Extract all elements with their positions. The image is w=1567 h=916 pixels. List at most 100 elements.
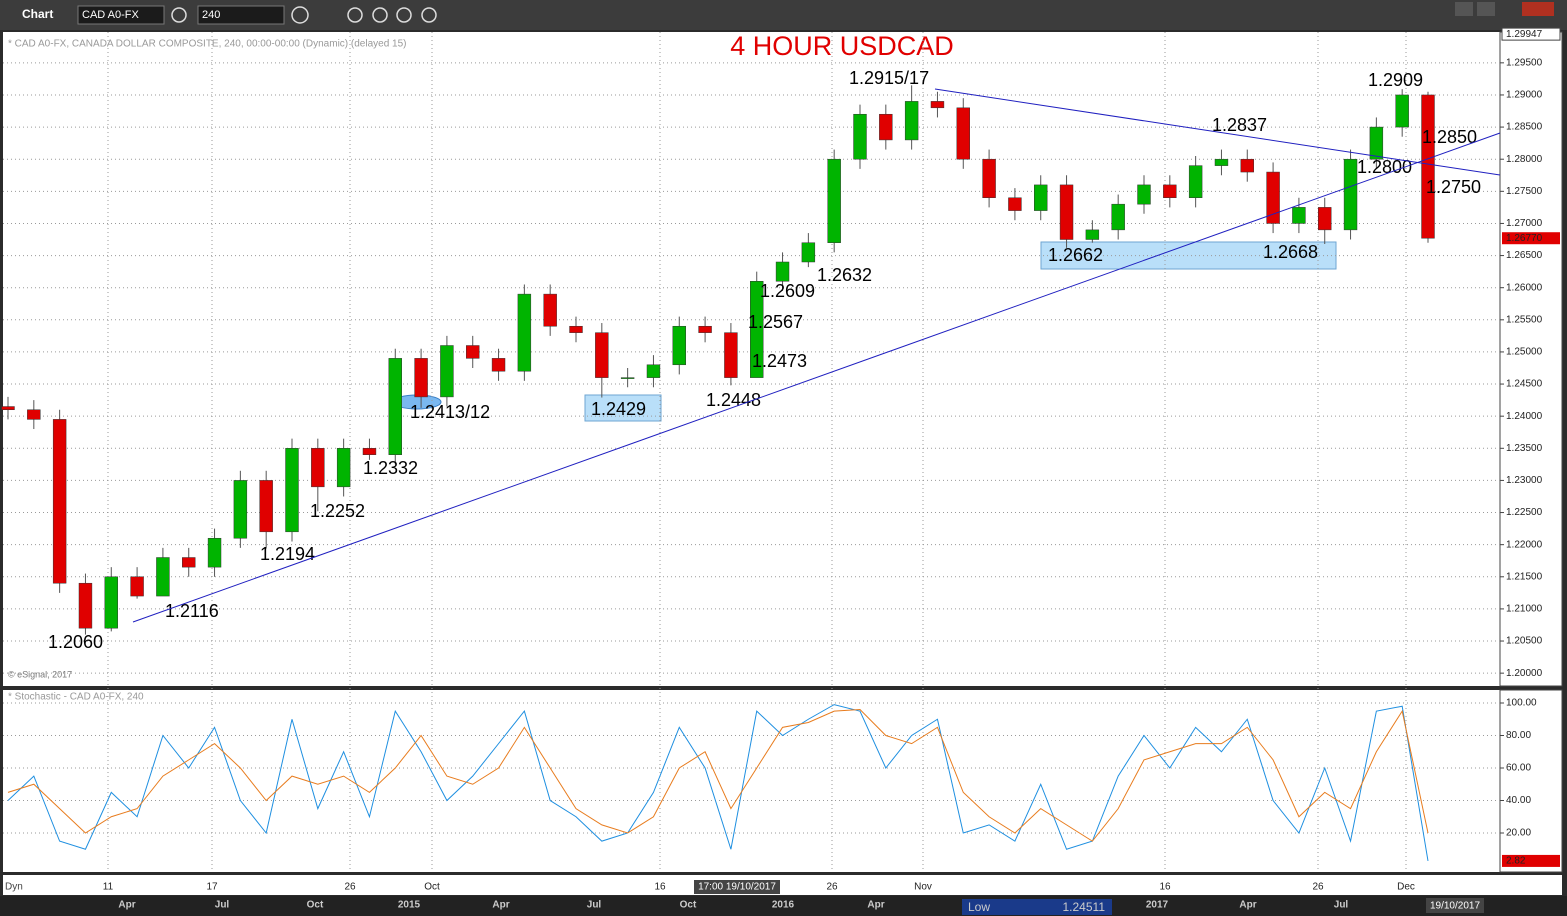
y-tick-label: 1.20500 [1506,636,1543,647]
price-marker-label: 1.26770 [1506,233,1543,244]
candle-body [1369,126,1384,160]
settings-icon[interactable] [171,7,187,23]
candle-body [414,358,428,398]
y-tick-label: 1.26500 [1506,250,1543,261]
y-tick-label: 1.27000 [1506,218,1543,229]
minimize-button[interactable] [1455,2,1473,16]
candle-body [595,332,609,378]
y-tick-label: 1.24500 [1506,379,1543,390]
x-tick-label: Oct [680,900,697,911]
y-tick-label: 20.00 [1506,828,1531,839]
tool-icon[interactable] [421,7,437,23]
candle-body [1318,207,1332,231]
price-annotation: 1.2332 [363,458,418,478]
price-marker-label: 1.29947 [1506,29,1543,40]
interval-box[interactable] [197,5,285,25]
support-box [1040,241,1337,270]
price-annotation: 1.2609 [760,281,815,301]
candle-body [801,242,816,263]
x-tick-label: 26 [344,882,356,893]
status-label: Low [968,900,990,914]
symbol[interactable]: CAD A0-FX [82,9,140,21]
x-tick-label: Jul [1334,900,1349,911]
price-annotation: 1.2632 [817,265,872,285]
candle-body [1034,184,1048,211]
status-value: 1.24511 [1063,900,1106,914]
x-tick-label: 26 [1312,882,1324,893]
clock-icon[interactable] [291,6,309,24]
price-marker [1502,854,1560,867]
y-tick-label: 1.20000 [1506,668,1543,679]
status-box [962,899,1112,915]
candle-body [879,113,893,141]
candle-body [1008,197,1022,211]
tool-icon[interactable] [396,7,412,23]
x-tick-label: 17 [206,882,218,893]
price-annotation: 1.2909 [1368,70,1423,90]
y-tick-label: 1.26000 [1506,282,1543,293]
candle-body [1343,158,1358,231]
candle-body [104,576,118,629]
status-bar [0,896,1567,916]
chart-subtitle: * CAD A0-FX, CANADA DOLLAR COMPOSITE, 24… [8,39,407,50]
candle-body [853,113,867,160]
y-tick-label: 40.00 [1506,795,1531,806]
y-tick-label: 60.00 [1506,763,1531,774]
copyright: © eSignal, 2017 [8,669,72,679]
x-tick-label: 2016 [772,900,795,911]
candle-body [956,107,970,160]
price-marker-label: 2.82 [1506,856,1526,867]
y-tick-label: 1.24000 [1506,411,1543,422]
x-tick-label: 26 [826,882,838,893]
candle-body [1214,158,1229,166]
close-button[interactable] [1522,2,1554,16]
price-annotation: 1.2252 [310,501,365,521]
price-marker [1502,232,1560,245]
candle-body [1111,203,1125,231]
candle-body [466,345,480,359]
y-tick-label: 1.23000 [1506,475,1543,486]
candle-body [569,325,583,333]
x-tick-label: Nov [914,882,932,893]
candle-body [1240,158,1254,173]
x-tick-label: 2015 [398,900,421,911]
candle-body [182,557,196,568]
window-title: Chart [22,7,53,21]
stochastic-panel [3,690,1500,872]
x-tick-label: 11 [103,882,114,893]
stochastic-line [7,708,1429,842]
price-annotation: 1.2194 [260,544,315,564]
candle-body [27,409,41,420]
trend-line [132,132,1501,623]
y-tick-label: 1.27500 [1506,186,1543,197]
price-annotation: 1.2800 [1357,157,1412,177]
y-tick-label: 1.22500 [1506,507,1543,518]
tool-icon[interactable] [372,7,388,23]
candle-body [672,325,686,366]
candle-body [517,293,532,372]
candle-body [78,582,93,629]
y-tick-label: 100.00 [1506,698,1537,709]
mode-label[interactable]: Dyn [5,882,23,893]
candle-body [1085,229,1100,240]
restore-button[interactable] [1477,2,1495,16]
y-tick-label: 1.29500 [1506,57,1543,68]
candle-body [982,158,996,198]
price-annotation: 1.2915/17 [849,68,929,88]
candle-body [1292,207,1306,224]
y-tick-label: 1.21500 [1506,571,1543,582]
tool-icon[interactable] [347,7,363,23]
symbol-box[interactable] [77,5,165,25]
y-tick-label: 80.00 [1506,730,1531,741]
candle-body [904,101,919,141]
candle-body [543,293,557,327]
date-label: 19/10/2017 [1430,901,1480,912]
x-tick-label: Apr [867,900,884,911]
price-annotation: 1.2850 [1422,127,1477,147]
interval[interactable]: 240 [202,9,220,21]
price-axis [1499,31,1563,687]
candle-body [827,158,841,243]
candle-body [156,557,170,597]
